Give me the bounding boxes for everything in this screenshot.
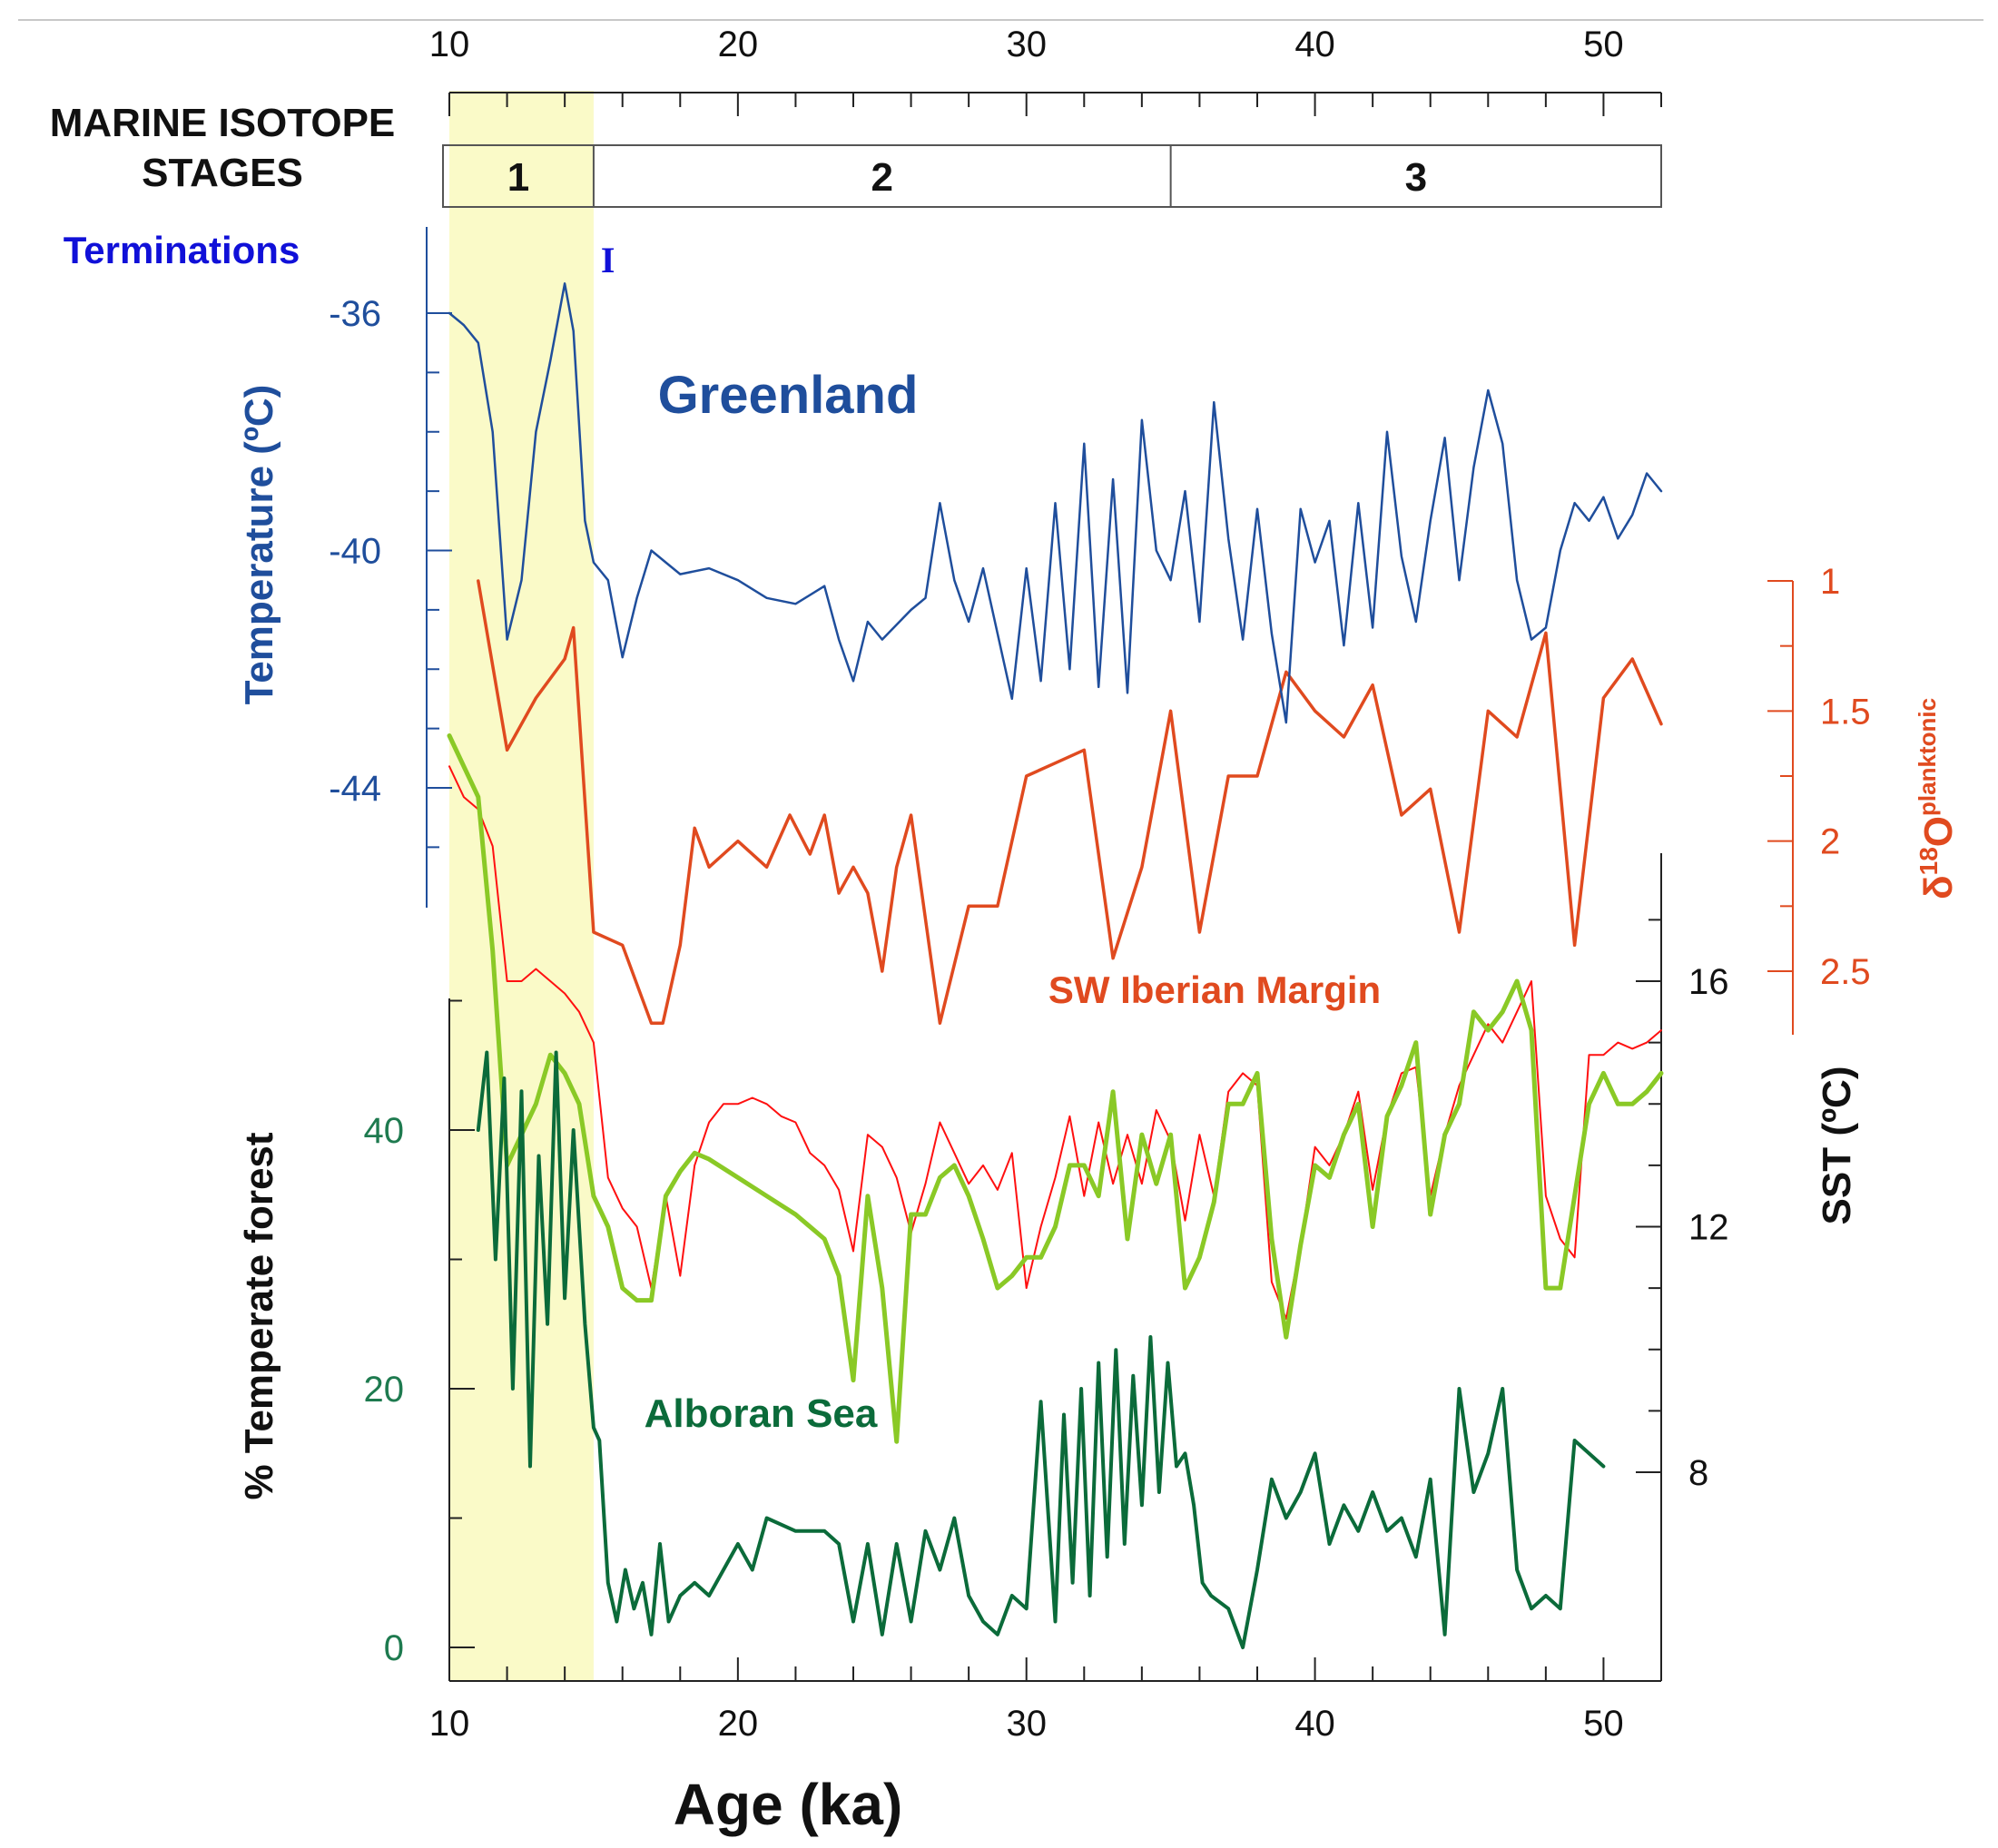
d18o-title-main: O (1916, 816, 1961, 847)
d18o-tick-label: 1 (1820, 562, 1840, 602)
d18o-axis: 1 1.5 2 2.5 (1767, 562, 1871, 1035)
sst-tick-label: 8 (1688, 1453, 1708, 1493)
stages-title-line2: STAGES (142, 151, 303, 195)
temperate-forest-axis: 0 20 40 (364, 998, 475, 1679)
greenland-annotation: Greenland (658, 366, 919, 425)
marine-isotope-stage-box: 1 2 3 (442, 144, 1662, 208)
sst-tick-label: 12 (1688, 1208, 1729, 1248)
top-x-tick-label: 30 (1006, 25, 1047, 64)
top-x-tick-label: 10 (429, 25, 470, 64)
sst-tick-label: 16 (1688, 962, 1729, 1002)
greenland-tick-label: -44 (329, 769, 381, 809)
series-layer (447, 282, 1664, 1649)
bottom-x-tick-label: 50 (1583, 1704, 1624, 1744)
stage-label: 3 (1405, 155, 1427, 200)
d18o-planktonic-line (477, 579, 1663, 1026)
bottom-x-tick-label: 10 (429, 1704, 470, 1744)
stage-label: 2 (871, 155, 893, 200)
sst-green-line (447, 733, 1664, 1444)
forest-tick-label: 20 (364, 1370, 405, 1410)
sst-axis: 8 12 16 (1636, 853, 1729, 1679)
bottom-x-tick-label: 30 (1006, 1704, 1047, 1744)
temperate-forest-line (476, 1050, 1606, 1649)
sst-red-line (448, 765, 1662, 1320)
x-axis-label: Age (ka) (674, 1772, 903, 1837)
greenland-tick-label: -40 (329, 532, 381, 572)
termination-mark: I (601, 240, 615, 280)
top-x-tick-label: 40 (1294, 25, 1335, 64)
d18o-tick-label: 2.5 (1820, 952, 1871, 992)
top-x-tick-label: 50 (1583, 25, 1624, 64)
iberia-annotation: SW Iberian Margin (1048, 968, 1381, 1011)
stage-label: 1 (507, 155, 529, 200)
forest-axis-title: % Temperate forest (237, 1132, 281, 1499)
greenland-axis-title: Temperature (ºC) (237, 385, 281, 705)
d18o-tick-label: 2 (1820, 822, 1840, 862)
bottom-x-tick-label: 40 (1294, 1704, 1335, 1744)
top-x-axis: 10 20 30 40 50 (429, 25, 1662, 116)
greenland-temperature-axis: -36 -40 -44 (329, 227, 452, 908)
forest-tick-label: 40 (364, 1111, 405, 1151)
terminations-label: Terminations (64, 229, 300, 271)
greenland-temperature-line (448, 282, 1663, 724)
d18o-tick-label: 1.5 (1820, 692, 1871, 732)
alboran-annotation: Alboran Sea (645, 1391, 878, 1436)
d18o-title-delta: δ (1916, 875, 1961, 899)
sst-axis-title: SST (ºC) (1815, 1067, 1859, 1225)
highlight-band (449, 91, 594, 1681)
bottom-x-axis: 10 20 30 40 50 (429, 1657, 1662, 1744)
stage-box-frame (442, 144, 1662, 208)
forest-tick-label: 0 (384, 1628, 404, 1668)
top-x-tick-label: 20 (718, 25, 759, 64)
stages-title-line1: MARINE ISOTOPE (50, 101, 396, 145)
d18o-axis-title: δ18Oplanktonic (1914, 698, 1961, 899)
greenland-tick-label: -36 (329, 294, 381, 334)
d18o-title-sub: planktonic (1914, 698, 1941, 816)
d18o-title-sup: 18 (1914, 847, 1943, 875)
bottom-x-tick-label: 20 (718, 1704, 759, 1744)
